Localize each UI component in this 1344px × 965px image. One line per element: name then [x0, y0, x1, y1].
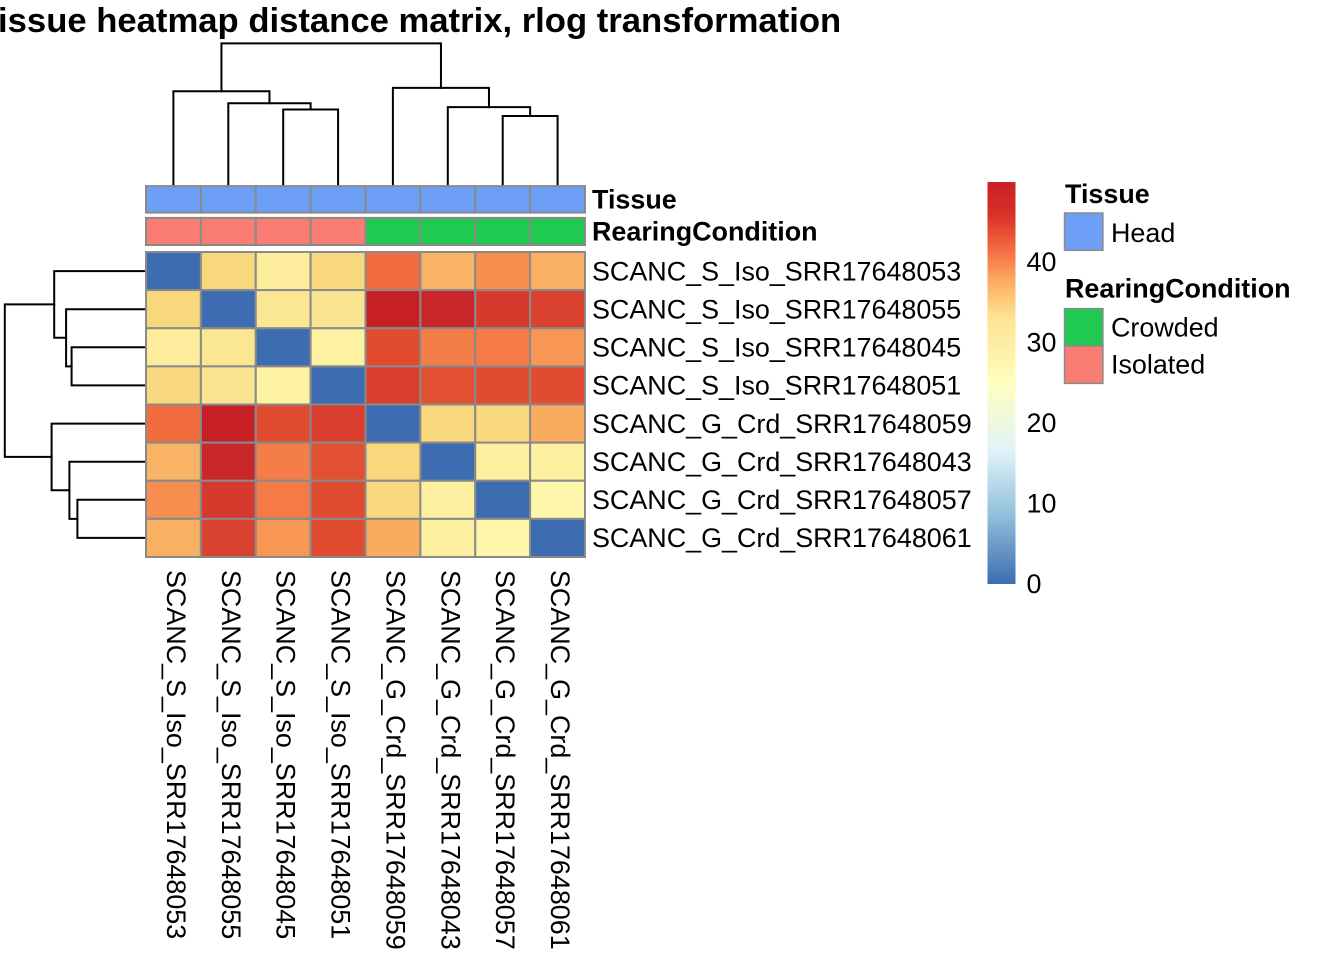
- svg-text:10: 10: [1027, 489, 1057, 519]
- svg-text:Tissue: Tissue: [1065, 179, 1150, 209]
- svg-text:SCANC_G_Crd_SRR17648061: SCANC_G_Crd_SRR17648061: [592, 523, 972, 553]
- svg-text:SCANC_G_Crd_SRR17648043: SCANC_G_Crd_SRR17648043: [435, 570, 465, 950]
- svg-text:Isolated: Isolated: [1111, 350, 1205, 380]
- svg-text:SCANC_S_Iso_SRR17648055: SCANC_S_Iso_SRR17648055: [592, 294, 961, 324]
- svg-text:SCANC_G_Crd_SRR17648061: SCANC_G_Crd_SRR17648061: [545, 570, 575, 950]
- svg-text:40: 40: [1027, 247, 1057, 277]
- svg-text:Tissue heatmap distance matrix: Tissue heatmap distance matrix, rlog tra…: [0, 2, 841, 40]
- svg-text:RearingCondition: RearingCondition: [1065, 274, 1291, 304]
- svg-text:SCANC_G_Crd_SRR17648057: SCANC_G_Crd_SRR17648057: [490, 570, 520, 950]
- svg-text:0: 0: [1027, 569, 1042, 599]
- svg-text:Crowded: Crowded: [1111, 313, 1219, 343]
- svg-text:20: 20: [1027, 408, 1057, 438]
- svg-text:SCANC_G_Crd_SRR17648043: SCANC_G_Crd_SRR17648043: [592, 447, 972, 477]
- svg-text:Tissue: Tissue: [592, 185, 677, 215]
- svg-text:30: 30: [1027, 328, 1057, 358]
- svg-text:Head: Head: [1111, 218, 1175, 248]
- svg-text:SCANC_S_Iso_SRR17648053: SCANC_S_Iso_SRR17648053: [592, 256, 961, 286]
- svg-text:SCANC_S_Iso_SRR17648051: SCANC_S_Iso_SRR17648051: [592, 371, 961, 401]
- svg-text:SCANC_S_Iso_SRR17648053: SCANC_S_Iso_SRR17648053: [161, 570, 191, 939]
- svg-text:SCANC_S_Iso_SRR17648051: SCANC_S_Iso_SRR17648051: [326, 570, 356, 939]
- svg-text:SCANC_G_Crd_SRR17648057: SCANC_G_Crd_SRR17648057: [592, 485, 972, 515]
- svg-text:SCANC_G_Crd_SRR17648059: SCANC_G_Crd_SRR17648059: [592, 409, 972, 439]
- svg-text:RearingCondition: RearingCondition: [592, 217, 818, 247]
- svg-text:SCANC_S_Iso_SRR17648045: SCANC_S_Iso_SRR17648045: [271, 570, 301, 939]
- svg-text:SCANC_S_Iso_SRR17648045: SCANC_S_Iso_SRR17648045: [592, 333, 961, 363]
- svg-text:SCANC_G_Crd_SRR17648059: SCANC_G_Crd_SRR17648059: [380, 570, 410, 950]
- svg-text:SCANC_S_Iso_SRR17648055: SCANC_S_Iso_SRR17648055: [216, 570, 246, 939]
